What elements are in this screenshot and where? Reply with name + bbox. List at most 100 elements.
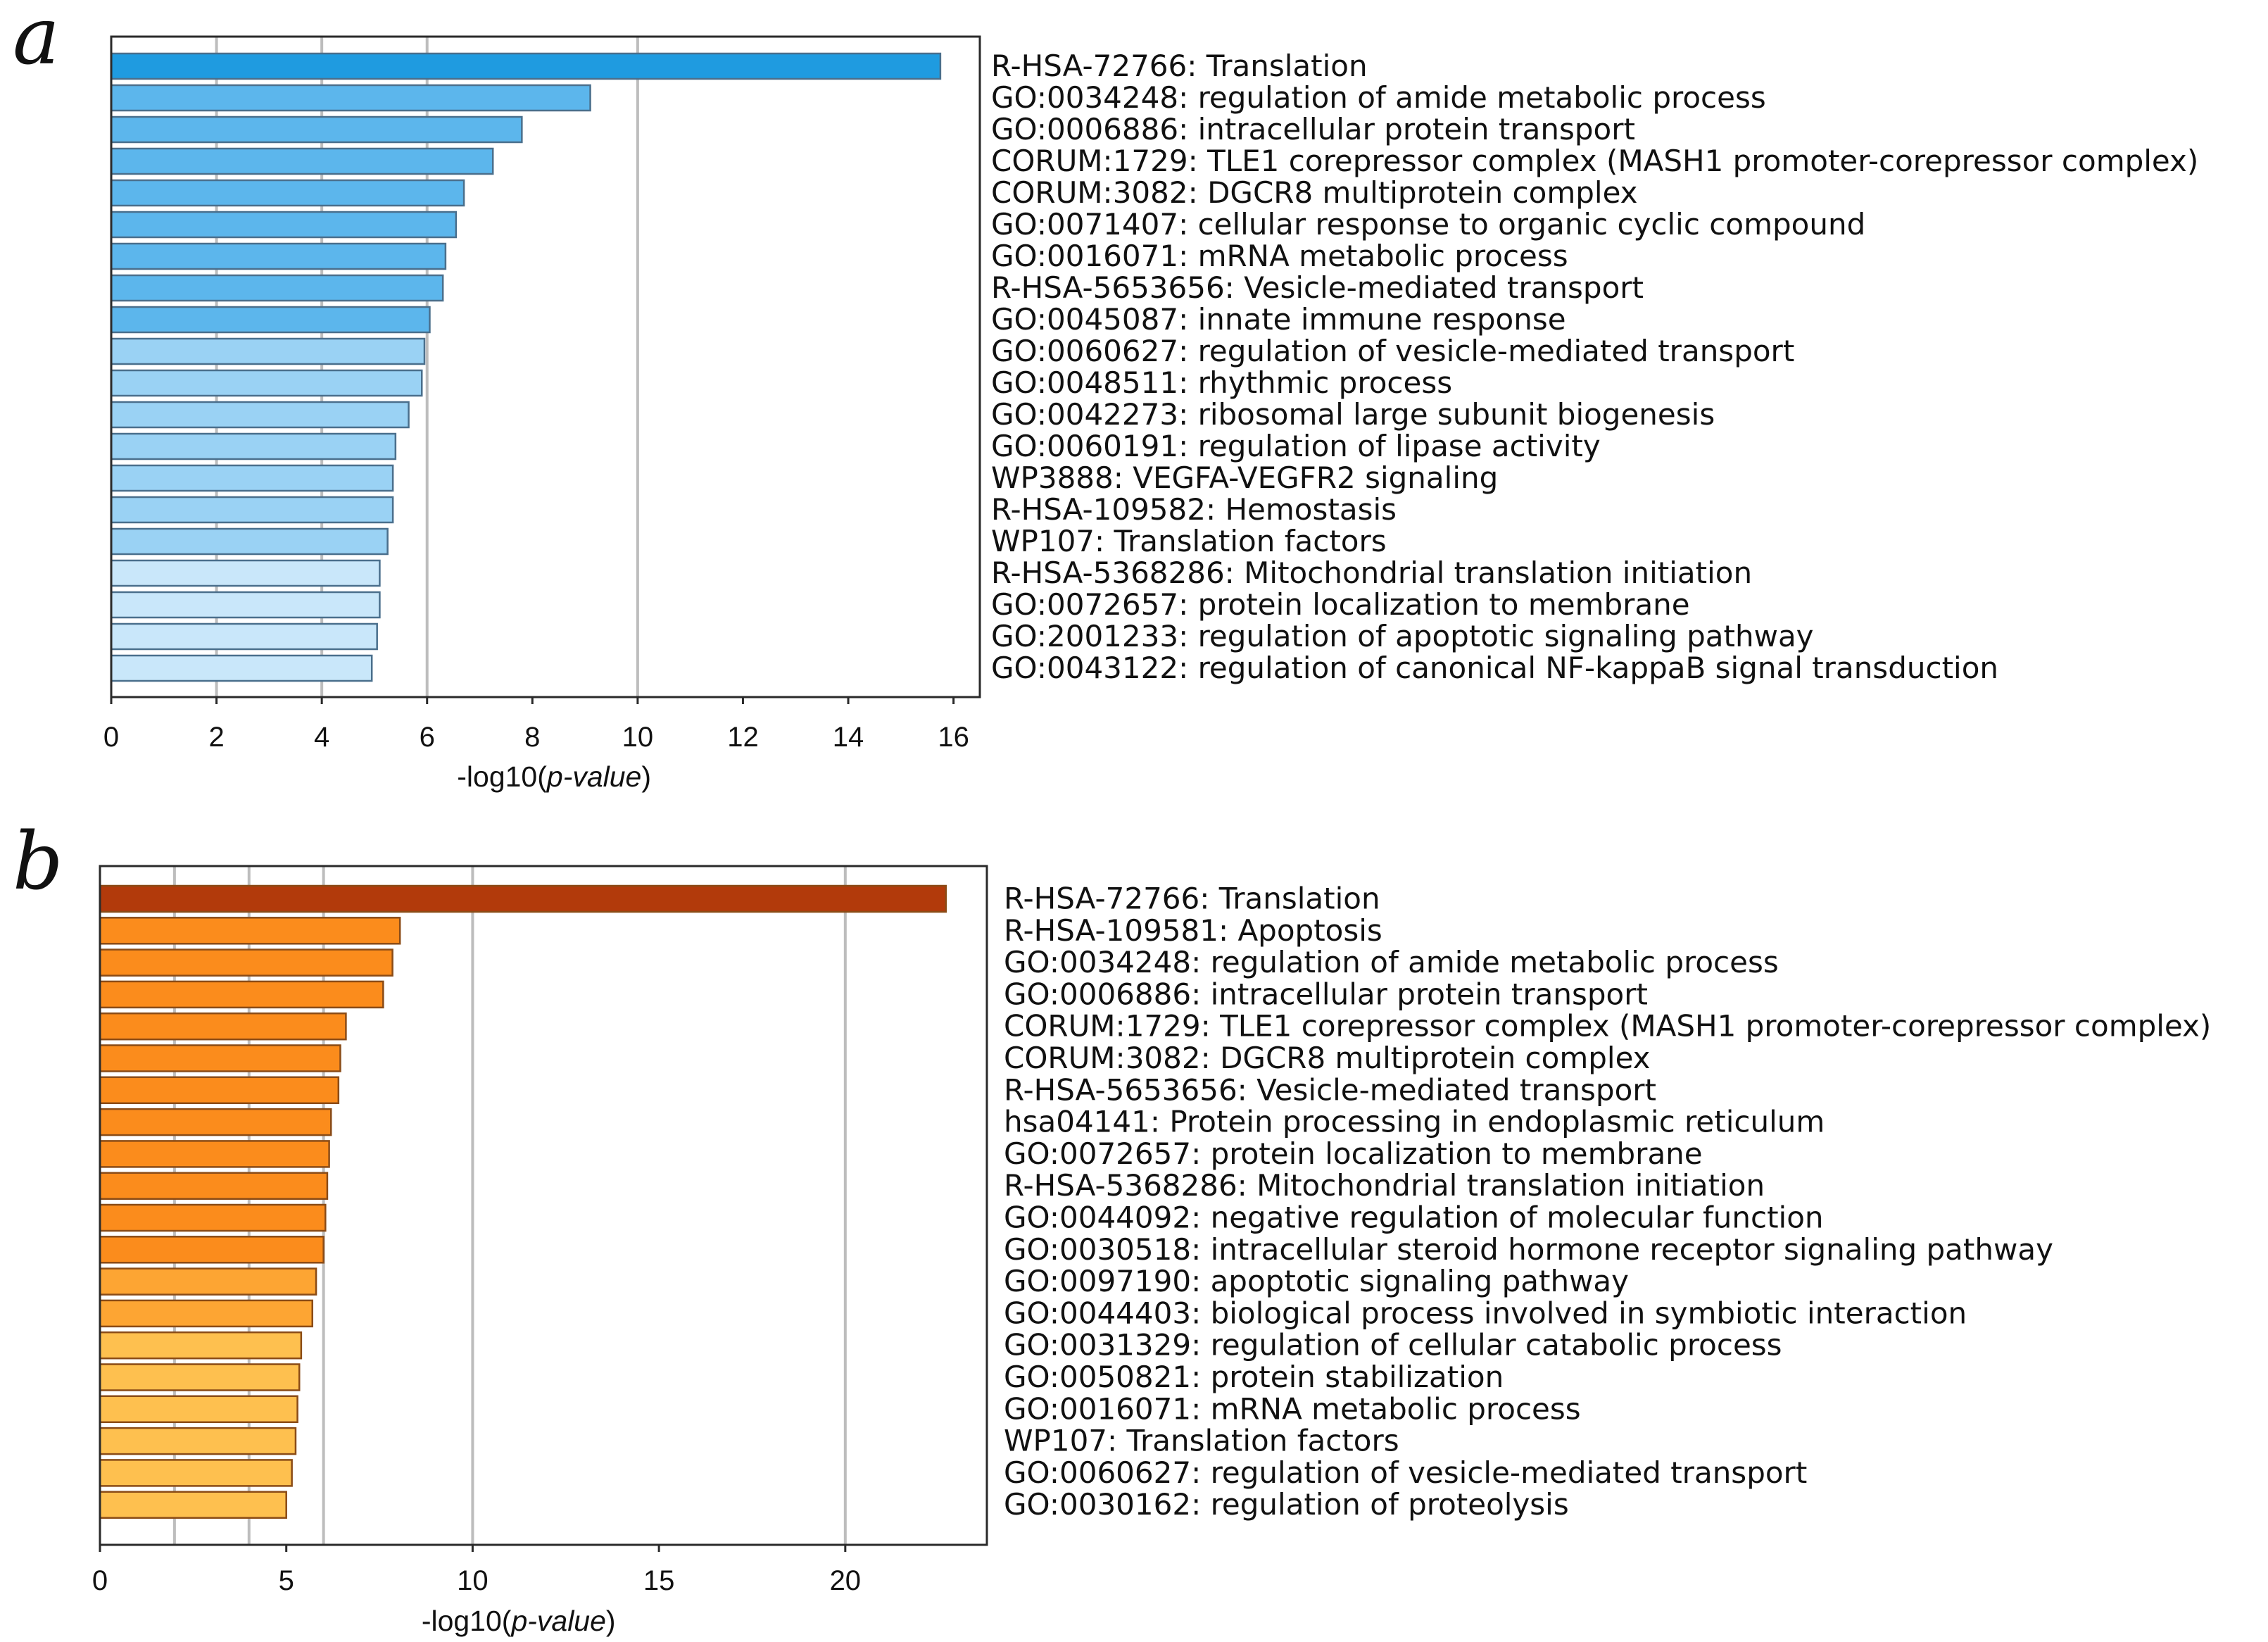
- x-axis-title-italic: p-value: [546, 760, 641, 793]
- bar: [99, 1012, 347, 1041]
- term-label: CORUM:1729: TLE1 corepressor complex (MA…: [1004, 1009, 2211, 1044]
- panel-letter: b: [13, 816, 63, 908]
- x-tick-label: 10: [622, 722, 654, 753]
- bar: [110, 147, 494, 175]
- x-tick-label: 6: [420, 722, 435, 753]
- term-label: R-HSA-5653656: Vesicle-mediated transpor…: [991, 270, 1644, 305]
- bar: [99, 1236, 325, 1264]
- bar: [99, 1427, 297, 1455]
- term-label: GO:0006886: intracellular protein transp…: [1004, 977, 1648, 1011]
- panel-letter: a: [13, 0, 60, 82]
- bar: [110, 622, 378, 651]
- term-label: GO:0060191: regulation of lipase activit…: [991, 429, 1601, 463]
- term-label: GO:0044092: negative regulation of molec…: [1004, 1201, 1824, 1235]
- bar: [99, 1459, 293, 1487]
- term-label: R-HSA-109582: Hemostasis: [991, 492, 1397, 527]
- term-label: GO:0016071: mRNA metabolic process: [1004, 1391, 1581, 1426]
- bar: [99, 1267, 317, 1296]
- term-label: GO:0030162: regulation of proteolysis: [1004, 1487, 1569, 1522]
- bar: [110, 52, 942, 80]
- x-axis-title: -log10(p-value): [457, 760, 651, 793]
- term-label: WP107: Translation factors: [1004, 1424, 1399, 1458]
- x-tick-label: 8: [524, 722, 540, 753]
- term-label: GO:0071407: cellular response to organic…: [991, 207, 1865, 242]
- bar: [99, 948, 393, 977]
- x-axis-title-italic: p-value: [510, 1605, 605, 1637]
- term-label: GO:2001233: regulation of apoptotic sign…: [991, 619, 1814, 653]
- term-label: GO:0031329: regulation of cellular catab…: [1004, 1328, 1782, 1362]
- term-label: GO:0042273: ribosomal large subunit biog…: [991, 397, 1715, 432]
- term-label: GO:0072657: protein localization to memb…: [991, 587, 1690, 622]
- x-tick-label: 10: [457, 1565, 489, 1596]
- term-label: GO:0072657: protein localization to memb…: [1004, 1136, 1703, 1171]
- term-label: GO:0006886: intracellular protein transp…: [991, 112, 1635, 146]
- term-label: R-HSA-5368286: Mitochondrial translation…: [1004, 1168, 1765, 1203]
- bar: [110, 179, 465, 207]
- bar: [110, 115, 523, 144]
- term-label: GO:0034248: regulation of amide metaboli…: [991, 80, 1766, 115]
- term-label: CORUM:1729: TLE1 corepressor complex (MA…: [991, 144, 2198, 178]
- x-axis-title-prefix: -log10(: [457, 760, 547, 793]
- bar: [110, 559, 381, 587]
- term-label: GO:0030518: intracellular steroid hormon…: [1004, 1232, 2053, 1267]
- bar: [110, 337, 426, 365]
- bar: [110, 432, 397, 460]
- bar: [110, 464, 394, 492]
- bar: [99, 1172, 329, 1200]
- x-tick-label: 12: [727, 722, 759, 753]
- x-tick-label: 4: [314, 722, 329, 753]
- bar: [110, 84, 591, 112]
- x-tick-label: 14: [833, 722, 864, 753]
- bar: [99, 1076, 340, 1105]
- term-label: GO:0045087: innate immune response: [991, 302, 1566, 337]
- term-label: R-HSA-109581: Apoptosis: [1004, 913, 1382, 948]
- bar: [110, 274, 444, 302]
- x-tick-label: 2: [208, 722, 224, 753]
- bar: [99, 1203, 327, 1232]
- term-label: hsa04141: Protein processing in endoplas…: [1004, 1105, 1825, 1139]
- term-label: GO:0060627: regulation of vesicle-mediat…: [991, 334, 1794, 368]
- term-label: GO:0097190: apoptotic signaling pathway: [1004, 1264, 1629, 1298]
- bar: [99, 1331, 303, 1360]
- bar: [110, 306, 431, 334]
- x-tick-label: 0: [92, 1565, 108, 1596]
- term-label: WP107: Translation factors: [991, 524, 1387, 558]
- term-label: CORUM:3082: DGCR8 multiprotein complex: [991, 175, 1638, 210]
- bar: [110, 591, 381, 619]
- bar: [99, 1044, 341, 1072]
- term-label: WP3888: VEGFA-VEGFR2 signaling: [991, 460, 1498, 495]
- x-tick-label: 15: [643, 1565, 675, 1596]
- term-label: GO:0034248: regulation of amide metaboli…: [1004, 945, 1779, 979]
- plot-frame: [110, 35, 981, 698]
- bar: [99, 980, 384, 1009]
- bar: [110, 401, 410, 429]
- bar: [110, 496, 394, 524]
- bar: [110, 211, 458, 239]
- bar: [110, 654, 373, 682]
- bar: [99, 1395, 298, 1424]
- x-axis-title-prefix: -log10(: [422, 1605, 512, 1637]
- term-label: GO:0048511: rhythmic process: [991, 365, 1452, 400]
- bar: [99, 1299, 314, 1328]
- x-tick-label: 5: [279, 1565, 294, 1596]
- term-label: R-HSA-5368286: Mitochondrial translation…: [991, 556, 1752, 590]
- bar: [99, 1363, 301, 1391]
- x-tick-label: 0: [103, 722, 119, 753]
- chart-panel-a: a 0 2 4 6 8 10 12 14 16 -log10(p-value) R-HSA-72766…: [13, 0, 2198, 793]
- bar: [99, 917, 401, 945]
- x-tick-label: 20: [830, 1565, 862, 1596]
- term-label: R-HSA-72766: Translation: [991, 49, 1368, 83]
- term-label: GO:0016071: mRNA metabolic process: [991, 239, 1568, 273]
- term-label: R-HSA-5653656: Vesicle-mediated transpor…: [1004, 1072, 1656, 1107]
- term-label: GO:0044403: biological process involved …: [1004, 1296, 1967, 1330]
- bar: [99, 1491, 287, 1519]
- bar: [110, 527, 389, 556]
- x-axis-title-suffix: ): [606, 1605, 616, 1637]
- x-tick-label: 16: [938, 722, 969, 753]
- x-axis-title: -log10(p-value): [422, 1605, 616, 1637]
- x-axis-title-suffix: ): [641, 760, 651, 793]
- bar: [110, 242, 447, 270]
- bar: [99, 1108, 332, 1136]
- bar: [99, 1140, 330, 1168]
